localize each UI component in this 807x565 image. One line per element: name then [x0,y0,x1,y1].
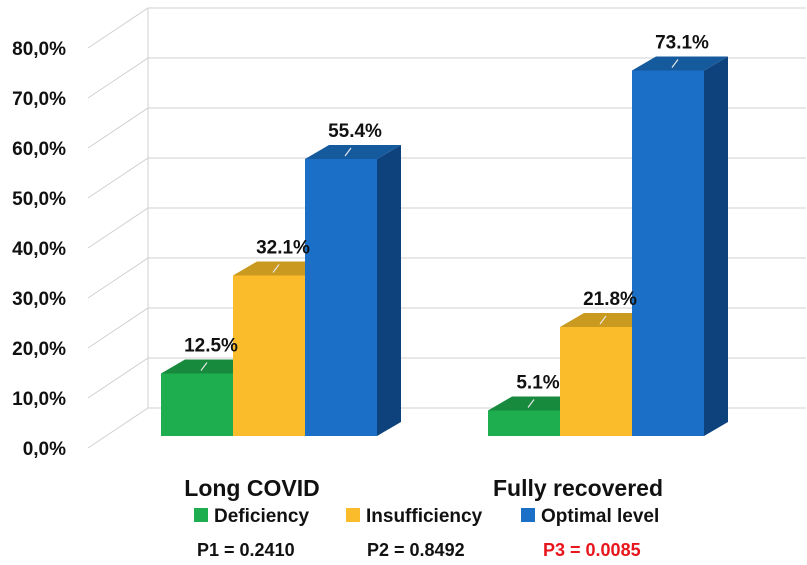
gridlines [87,7,806,449]
bar-side [377,145,401,436]
bar [488,410,560,436]
label-leader [344,147,352,157]
bar [161,373,233,436]
label-leader [599,315,607,325]
data-label: 5.1% [516,373,559,394]
data-label: 21.8% [583,289,637,310]
label-leader [200,362,208,371]
bar-side [704,56,728,436]
label-leader [272,264,280,273]
y-tick-label: 30,0% [12,289,66,310]
y-tick-label: 40,0% [12,239,66,260]
data-label: 12.5% [184,336,238,357]
y-tick-label: 50,0% [12,189,66,210]
data-label: 73.1% [655,33,709,54]
x-category-label: Fully recovered [493,475,663,501]
legend-label: Optimal level [541,506,659,527]
y-tick-label: 60,0% [12,139,66,160]
bar [632,70,704,436]
bars [161,56,728,436]
p-value-label: P1 = 0.2410 [197,540,295,560]
label-leader [527,399,535,408]
legend-swatch [521,508,535,522]
bar [233,275,305,436]
label-leader [671,59,679,68]
x-axis-categories: Long COVID Fully recovered [184,475,663,501]
bar-top [632,56,728,71]
legend: Deficiency Insufficiency Optimal level [194,506,659,527]
y-axis: 0,0% 10,0% 20,0% 30,0% 40,0% 50,0% 60,0% 70,0% 8… [12,39,66,460]
y-tick-label: 20,0% [12,339,66,360]
bar [560,327,632,436]
p-values: P1 = 0.2410 P2 = 0.8492 P3 = 0.0085 [197,540,641,560]
data-labels: 12.5% 5.1% 32.1% 21.8% 55.4% 73.1% [184,33,709,394]
data-label: 55.4% [328,121,382,142]
x-category-label: Long COVID [184,475,319,501]
y-tick-label: 70,0% [12,89,66,110]
y-tick-label: 10,0% [12,389,66,410]
legend-label: Insufficiency [366,506,483,527]
data-label: 32.1% [256,238,310,259]
bar-top [305,145,401,159]
p-value-label: P3 = 0.0085 [543,540,641,560]
y-tick-label: 80,0% [12,39,66,60]
y-tick-label: 0,0% [23,439,66,460]
legend-swatch [346,508,360,522]
legend-label: Deficiency [214,506,309,527]
bar [305,159,377,436]
legend-swatch [194,508,208,522]
p-value-label: P2 = 0.8492 [367,540,465,560]
